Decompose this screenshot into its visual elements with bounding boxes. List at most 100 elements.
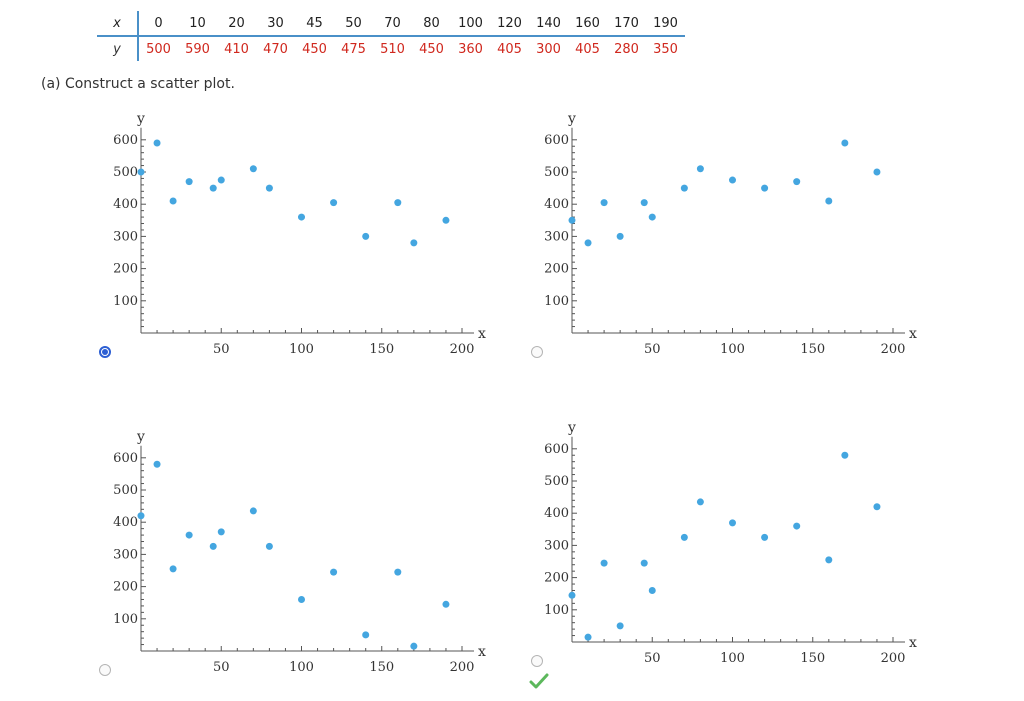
data-point: [761, 184, 769, 192]
table-y-cell: 280: [614, 41, 639, 57]
data-point: [442, 216, 450, 224]
table-x-cell: 140: [529, 11, 568, 37]
data-point: [793, 522, 801, 530]
data-point: [410, 239, 418, 247]
data-point: [761, 533, 769, 541]
y-tick-label: 100: [113, 612, 138, 627]
data-point: [249, 165, 257, 173]
table-y-cell: 360: [458, 41, 483, 57]
y-tick-label: 500: [113, 483, 138, 498]
data-point: [137, 512, 145, 520]
y-tick-label: 300: [544, 538, 569, 553]
table-x-cell: 45: [295, 11, 334, 37]
y-tick-label: 200: [113, 262, 138, 277]
data-point: [616, 622, 624, 630]
y-axis-label: y: [567, 420, 576, 436]
table-x-cell: 170: [607, 11, 646, 37]
x-tick-label: 100: [720, 342, 745, 357]
table-x-header: x: [97, 11, 139, 37]
y-axis-label: y: [136, 429, 145, 445]
data-point: [169, 197, 177, 205]
y-tick-label: 600: [113, 451, 138, 466]
x-axis-label: x: [478, 644, 486, 660]
data-point: [873, 168, 881, 176]
y-tick-label: 400: [544, 197, 569, 212]
data-point: [137, 168, 145, 176]
data-point: [873, 503, 881, 511]
data-point: [640, 559, 648, 567]
data-point: [616, 232, 624, 240]
data-point: [680, 184, 688, 192]
y-tick-label: 300: [113, 229, 138, 244]
x-tick-label: 50: [213, 342, 230, 357]
data-point: [841, 139, 849, 147]
x-tick-label: 150: [800, 651, 825, 666]
data-point: [362, 631, 370, 639]
x-tick-label: 50: [644, 651, 661, 666]
data-point: [298, 213, 305, 221]
y-tick-label: 300: [113, 547, 138, 562]
radio-option-a[interactable]: [99, 346, 111, 358]
y-tick-label: 400: [113, 515, 138, 530]
data-point: [648, 213, 656, 221]
data-point: [330, 568, 338, 576]
table-x-cell: 30: [256, 11, 295, 37]
table-y-cell: 590: [185, 41, 210, 57]
data-point: [265, 184, 273, 192]
y-tick-label: 600: [544, 133, 569, 148]
table-row-y: y 500 590 410 470 450 475 510 450 360 405 300 405 28…: [97, 36, 685, 61]
table-y-cell: 405: [497, 41, 522, 57]
radio-option-b[interactable]: [531, 346, 543, 358]
x-axis-label: x: [909, 326, 917, 342]
x-tick-label: 150: [369, 342, 394, 357]
x-tick-label: 100: [289, 342, 314, 357]
y-tick-label: 200: [544, 571, 569, 586]
data-point: [729, 519, 736, 527]
x-tick-label: 100: [720, 651, 745, 666]
data-point: [394, 568, 402, 576]
y-tick-label: 600: [544, 442, 569, 457]
data-point: [584, 633, 592, 641]
x-tick-label: 100: [289, 660, 314, 675]
y-tick-label: 200: [113, 580, 138, 595]
radio-option-d[interactable]: [531, 655, 543, 667]
x-tick-label: 200: [881, 342, 906, 357]
data-point: [568, 591, 576, 599]
x-tick-label: 150: [369, 660, 394, 675]
y-tick-label: 100: [113, 294, 138, 309]
data-point: [600, 559, 608, 567]
table-x-cell: 70: [373, 11, 412, 37]
y-tick-label: 500: [544, 474, 569, 489]
data-point: [442, 600, 450, 608]
x-tick-label: 200: [450, 342, 475, 357]
data-point: [680, 533, 688, 541]
table-y-cell: 475: [341, 41, 366, 57]
table-y-cell: 410: [224, 41, 249, 57]
table-x-cell: 100: [451, 11, 490, 37]
data-point: [209, 542, 217, 550]
table-x-cell: 20: [217, 11, 256, 37]
table-y-cell: 470: [263, 41, 288, 57]
table-y-cell: 450: [302, 41, 327, 57]
y-tick-label: 500: [544, 165, 569, 180]
table-y-header: y: [97, 36, 139, 61]
check-icon: [529, 673, 549, 689]
radio-option-c[interactable]: [99, 664, 111, 676]
table-y-cell: 510: [380, 41, 405, 57]
x-tick-label: 200: [881, 651, 906, 666]
data-point: [696, 165, 704, 173]
table-x-cell: 190: [646, 11, 685, 37]
data-point: [696, 498, 704, 506]
data-table: x 0 10 20 30 45 50 70 80 100 120 140 160 170 190 y 50…: [97, 11, 685, 61]
table-x-cell: 160: [568, 11, 607, 37]
table-y-cell: 300: [536, 41, 561, 57]
data-point: [185, 531, 193, 539]
data-point: [169, 565, 177, 573]
data-point: [185, 178, 193, 186]
x-tick-label: 50: [644, 342, 661, 357]
table-x-cell: 80: [412, 11, 451, 37]
question-text: (a) Construct a scatter plot.: [41, 76, 235, 92]
